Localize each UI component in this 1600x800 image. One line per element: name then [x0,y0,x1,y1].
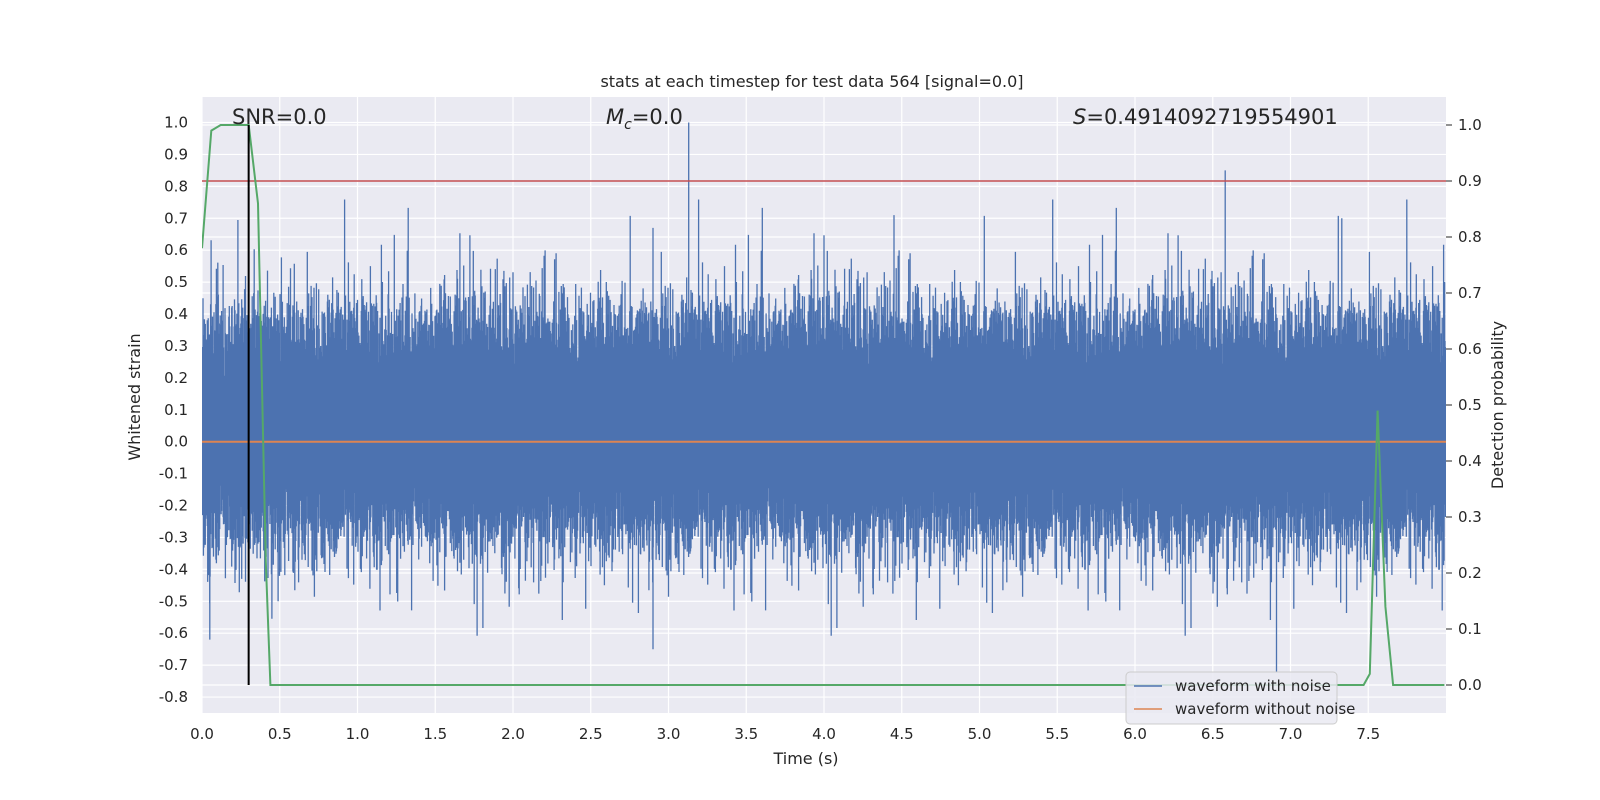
x-tick-label: 4.0 [812,725,836,743]
y-tick-label: -0.7 [159,656,188,674]
y2-tick-label: 0.3 [1458,508,1482,526]
x-tick-label: 4.5 [890,725,914,743]
series-waveform-with-noise [202,122,1446,672]
x-tick-label: 3.0 [657,725,681,743]
y-tick-label: 0.2 [164,369,188,387]
y2-tick-label: 0.5 [1458,396,1482,414]
y-tick-label: 0.3 [164,337,188,355]
y-tick-label: 1.0 [164,114,188,132]
mc-symbol: M [606,105,624,129]
legend: waveform with noise waveform without noi… [1125,671,1355,725]
x-tick-label: 6.0 [1123,725,1147,743]
x-tick-label: 3.5 [734,725,758,743]
s-value: =0.4914092719554901 [1086,105,1337,129]
x-tick-label: 1.5 [423,725,447,743]
y2-tick-label: 0.4 [1458,452,1482,470]
legend-box [1125,671,1338,725]
y-tick-label: -0.3 [159,528,188,546]
y2-tick-label: 0.8 [1458,228,1482,246]
mc-value: =0.0 [632,105,683,129]
y-tick-label: 0.9 [164,145,188,163]
y2-axis-label: Detection probability [1488,321,1507,489]
x-tick-label: 5.5 [1045,725,1069,743]
x-tick-label: 0.5 [268,725,292,743]
legend-label-clean: waveform without noise [1175,700,1355,718]
mc-subscript: c [624,117,632,133]
y-tick-label: 0.1 [164,401,188,419]
s-symbol: S [1073,105,1086,129]
y-axis-left: 1.0 0.9 0.8 0.7 0.6 0.5 0.4 0.3 0.2 0.1 0.0 -0.1 -0.… [159,114,188,707]
y-axis-right: 1.0 0.9 0.8 0.7 0.6 0.5 0.4 0.3 0.2 0.1 0.0 [1446,116,1482,694]
y-tick-label: 0.7 [164,209,188,227]
x-tick-label: 0.0 [190,725,214,743]
snr-annotation: SNR=0.0 [232,105,327,129]
chart-title: stats at each timestep for test data 564… [600,72,1023,91]
y-tick-label: 0.4 [164,305,188,323]
y-tick-label: -0.4 [159,560,188,578]
y-axis-label: Whitened strain [125,333,144,460]
y2-tick-label: 0.2 [1458,564,1482,582]
series-layer [202,122,1446,686]
y-tick-label: -0.6 [159,624,188,642]
y2-tick-label: 0.9 [1458,172,1482,190]
x-tick-label: 7.5 [1356,725,1380,743]
legend-label-noise: waveform with noise [1175,677,1331,695]
x-tick-label: 6.5 [1201,725,1225,743]
y-tick-label: 0.0 [164,433,188,451]
y-tick-label: -0.1 [159,465,188,483]
y-tick-label: -0.5 [159,592,188,610]
y-tick-label: 0.6 [164,241,188,259]
x-tick-label: 2.5 [579,725,603,743]
y2-tick-label: 0.6 [1458,340,1482,358]
y-tick-label: -0.2 [159,497,188,515]
y2-tick-label: 0.0 [1458,676,1482,694]
y2-tick-label: 0.1 [1458,620,1482,638]
s-annotation: S=0.4914092719554901 [1073,105,1338,129]
x-tick-label: 2.0 [501,725,525,743]
series-detection-probability [202,124,1445,686]
x-axis-label: Time (s) [772,749,838,768]
y-tick-label: -0.8 [159,688,188,706]
y-tick-label: 0.8 [164,177,188,195]
x-tick-label: 5.0 [968,725,992,743]
mc-annotation: Mc=0.0 [606,105,683,133]
y2-tick-label: 1.0 [1458,116,1482,134]
x-axis: 0.0 0.5 1.0 1.5 2.0 2.5 3.0 3.5 4.0 4.5 5.0 5.5 6.0 6… [190,725,1380,743]
y-tick-label: 0.5 [164,273,188,291]
y2-tick-label: 0.7 [1458,284,1482,302]
x-tick-label: 7.0 [1279,725,1303,743]
x-tick-label: 1.0 [346,725,370,743]
